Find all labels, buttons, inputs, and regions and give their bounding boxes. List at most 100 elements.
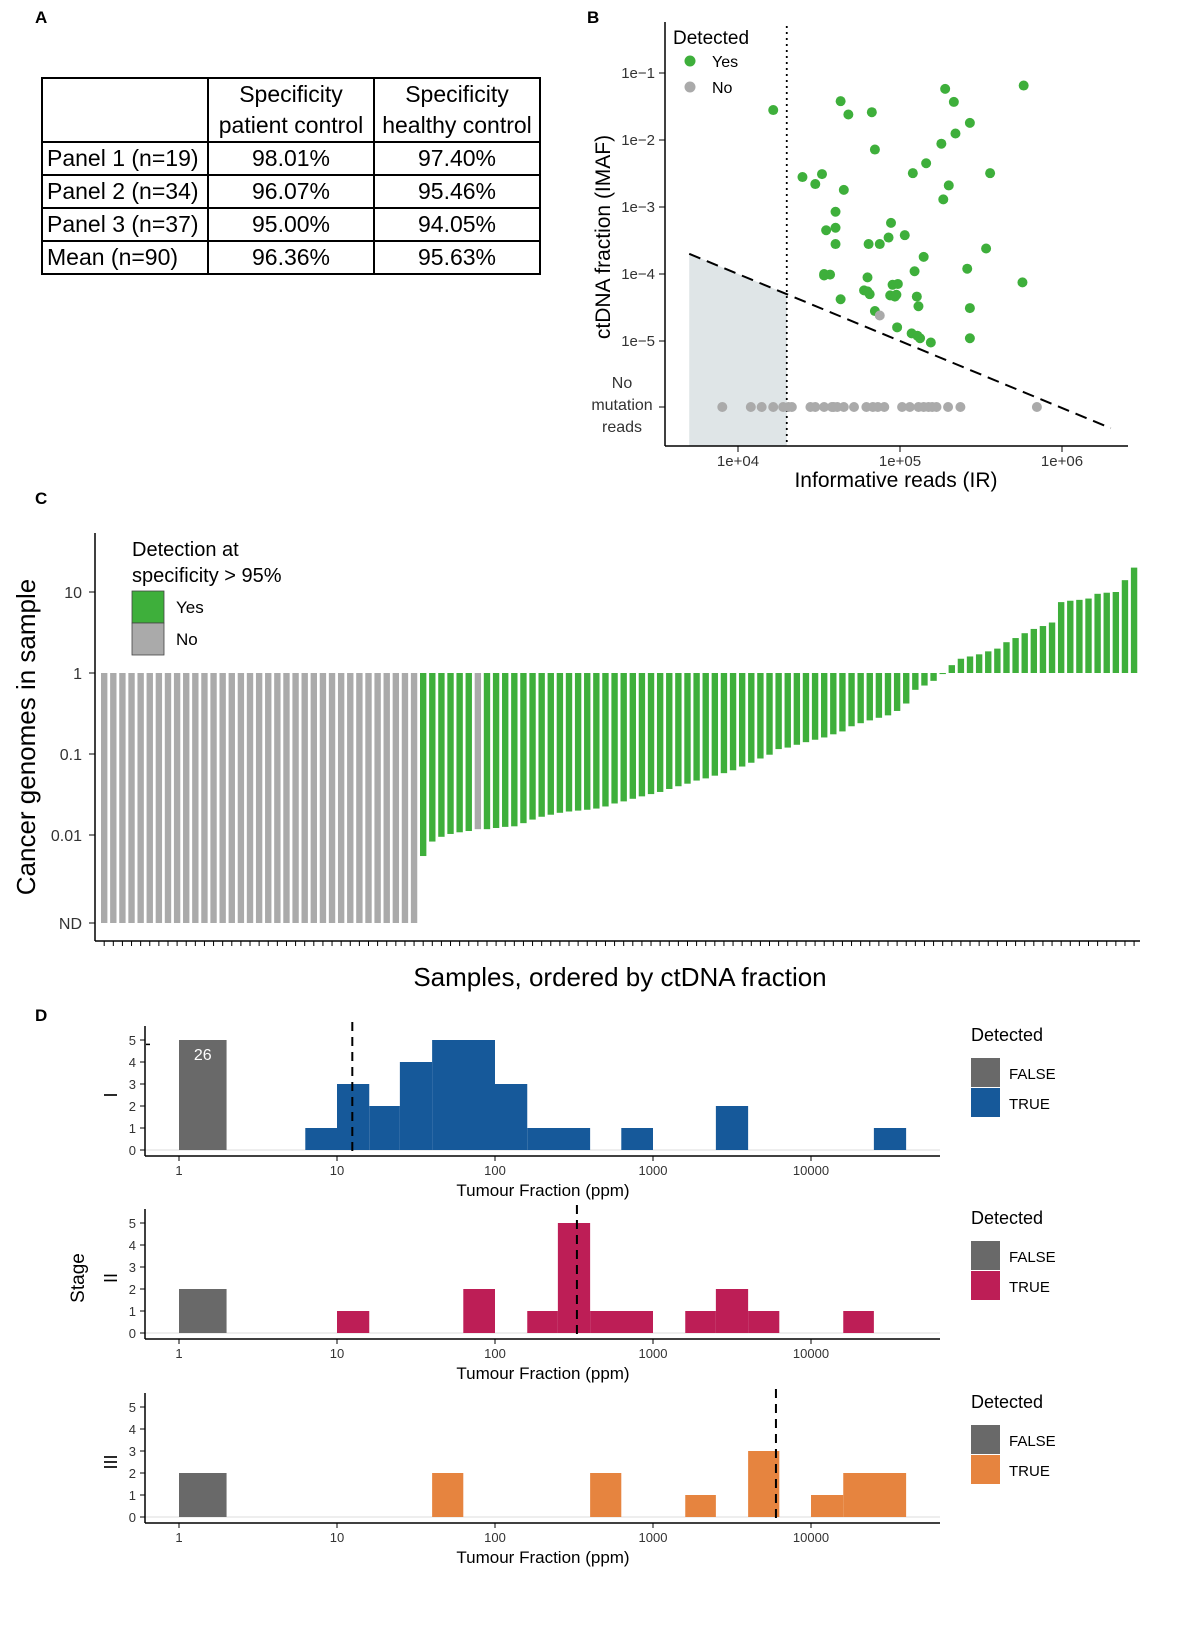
d-legend-label: TRUE [1009, 1096, 1050, 1113]
d-true-bar [432, 1473, 464, 1517]
b-no-mutation-label: reads [602, 419, 642, 436]
c-bar [1030, 628, 1038, 673]
d-y-tick-label: 2 [129, 1466, 136, 1481]
c-bar [1130, 567, 1138, 673]
b-point-yes [950, 128, 961, 139]
c-bar [656, 673, 664, 792]
d-y-tick-label: 2 [129, 1099, 136, 1114]
b-point-yes [940, 83, 951, 94]
c-bar [365, 673, 372, 923]
d-facet-label: III [101, 1454, 121, 1469]
b-point-yes [985, 168, 996, 179]
b-point-yes [964, 333, 975, 344]
c-bar [219, 673, 226, 923]
c-bar [192, 673, 199, 923]
d-true-bar [305, 1128, 337, 1150]
c-bar [1121, 580, 1129, 673]
table-header-cell: Specificity healthy control [373, 77, 541, 143]
d-x-tick-label: 1000 [639, 1163, 668, 1178]
d-true-bar [590, 1311, 653, 1333]
c-bar [356, 673, 363, 923]
c-bar [565, 673, 573, 812]
row-label-cell: Panel 3 (n=37) [41, 207, 209, 242]
d-y-tick-label: 5 [129, 1400, 136, 1415]
d-y-tick-label: 1 [129, 1488, 136, 1503]
d-y-tick-label: 5 [129, 1033, 136, 1048]
d-facet-label: II [101, 1273, 121, 1283]
b-point-yes [869, 144, 880, 155]
c-bar [574, 673, 582, 811]
b-point-yes [1017, 277, 1028, 288]
c-x-axis-label: Samples, ordered by ctDNA fraction [413, 962, 826, 992]
b-y-axis-label: ctDNA fraction (IMAF) [592, 135, 615, 339]
d-legend-label: TRUE [1009, 1463, 1050, 1480]
b-point-yes [883, 232, 894, 243]
b-point-no [897, 402, 908, 412]
b-y-tick-label: 1e−2 [621, 132, 655, 149]
b-point-no [874, 310, 885, 321]
c-legend-swatch [131, 590, 165, 624]
c-bar [547, 673, 554, 815]
d-true-bar [685, 1311, 716, 1333]
b-x-tick-label: 1e+05 [879, 453, 921, 470]
b-y-tick-label: 1e−3 [621, 199, 655, 216]
d-true-bar [463, 1289, 495, 1333]
b-point-yes [891, 289, 902, 300]
d-x-tick-label: 10000 [793, 1530, 829, 1545]
table-header-cell: Specificity patient control [207, 77, 375, 143]
b-point-yes [911, 291, 922, 302]
table-row: Panel 2 (n=34) 96.07% 95.46% [41, 174, 541, 209]
c-bar [1057, 602, 1065, 673]
header-line: patient control [218, 112, 364, 138]
b-point-yes [862, 286, 873, 297]
c-bar [228, 673, 235, 923]
table-cell: 94.05% [373, 207, 541, 242]
c-bar [647, 673, 655, 795]
c-y-tick-label: 1 [73, 666, 82, 683]
c-bar [811, 673, 819, 740]
b-point-no [838, 402, 849, 412]
b-point-no [904, 402, 915, 412]
b-point-yes [892, 278, 903, 289]
c-bar [884, 673, 892, 716]
d-legend-swatch-true [971, 1271, 1000, 1300]
d-true-bar [873, 1128, 907, 1150]
c-bar [101, 673, 108, 923]
d-y-tick-label: 1 [129, 1304, 136, 1319]
d-x-tick-label: 10000 [793, 1163, 829, 1178]
undetectable-region [689, 253, 787, 446]
d-y-tick-label: 4 [129, 1238, 136, 1253]
d-y-tick-label: 0 [129, 1143, 136, 1158]
d-x-tick-label: 100 [484, 1346, 506, 1361]
c-bar [775, 673, 782, 750]
c-bar [839, 673, 846, 732]
b-point-yes [821, 225, 832, 236]
d-legend-swatch-true [971, 1088, 1000, 1117]
specificity-table: Specificity patient control Specificity … [41, 77, 541, 275]
c-bar [164, 673, 172, 923]
d-true-bar [811, 1495, 844, 1517]
header-line: Specificity [405, 81, 509, 107]
b-point-no [717, 402, 728, 412]
c-bar [1094, 593, 1101, 673]
c-legend-swatch [131, 622, 165, 656]
d-true-bar [715, 1289, 749, 1333]
b-point-yes [835, 294, 846, 305]
b-point-yes [907, 168, 918, 179]
c-bar [438, 673, 445, 837]
c-bar [784, 673, 791, 748]
d-x-axis-label: Tumour Fraction (ppm) [456, 1364, 629, 1383]
d-y-tick-label: 0 [129, 1510, 136, 1525]
c-bar [638, 673, 646, 797]
c-bar [520, 673, 527, 824]
c-bar [848, 673, 855, 727]
c-bar [793, 673, 801, 745]
c-bar [511, 673, 518, 827]
b-point-yes [816, 169, 827, 180]
b-point-yes [863, 239, 874, 250]
d-x-tick-label: 1 [175, 1530, 182, 1545]
c-bar [903, 673, 910, 704]
c-bar [957, 658, 965, 673]
c-bar [1003, 642, 1010, 673]
b-legend-title: Detected [673, 28, 749, 49]
